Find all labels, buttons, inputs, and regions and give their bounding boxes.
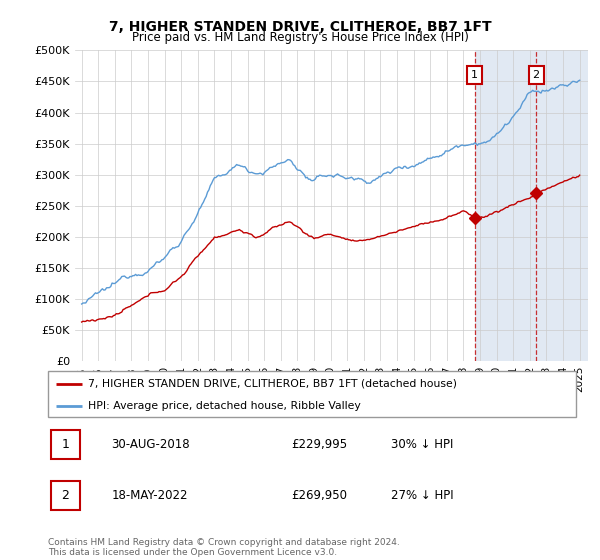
Bar — [475, 50, 588, 361]
Text: 2: 2 — [61, 489, 69, 502]
Text: 7, HIGHER STANDEN DRIVE, CLITHEROE, BB7 1FT: 7, HIGHER STANDEN DRIVE, CLITHEROE, BB7 … — [109, 20, 491, 34]
Text: £229,995: £229,995 — [291, 438, 347, 451]
Bar — [50, 430, 80, 459]
Text: 2: 2 — [533, 70, 539, 80]
Text: 7, HIGHER STANDEN DRIVE, CLITHEROE, BB7 1FT (detached house): 7, HIGHER STANDEN DRIVE, CLITHEROE, BB7 … — [88, 379, 457, 389]
Text: 18-MAY-2022: 18-MAY-2022 — [112, 489, 188, 502]
Text: HPI: Average price, detached house, Ribble Valley: HPI: Average price, detached house, Ribb… — [88, 401, 361, 410]
Text: 1: 1 — [61, 438, 69, 451]
Text: Contains HM Land Registry data © Crown copyright and database right 2024.
This d: Contains HM Land Registry data © Crown c… — [48, 538, 400, 557]
Text: 27% ↓ HPI: 27% ↓ HPI — [391, 489, 454, 502]
Text: 30-AUG-2018: 30-AUG-2018 — [112, 438, 190, 451]
Text: 30% ↓ HPI: 30% ↓ HPI — [391, 438, 454, 451]
Bar — [50, 480, 80, 510]
Text: 1: 1 — [471, 70, 478, 80]
Text: £269,950: £269,950 — [291, 489, 347, 502]
Text: Price paid vs. HM Land Registry's House Price Index (HPI): Price paid vs. HM Land Registry's House … — [131, 31, 469, 44]
